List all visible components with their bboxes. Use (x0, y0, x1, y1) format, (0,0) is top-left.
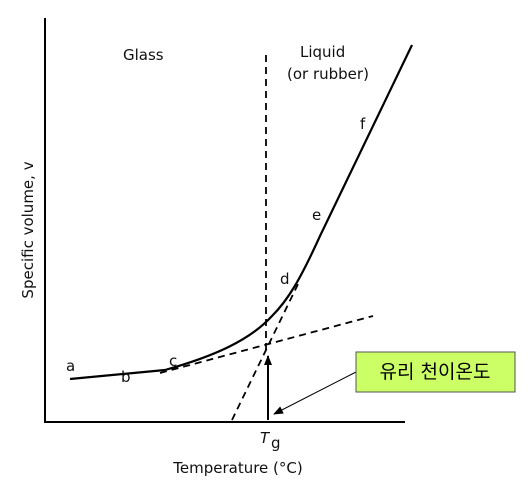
callout-arrow (273, 371, 357, 415)
liquid-label: Liquid (300, 43, 345, 61)
point-label: e (312, 206, 321, 224)
point-label: a (66, 357, 75, 375)
glass-label: Glass (123, 46, 164, 64)
glass-extrapolation (159, 315, 374, 374)
point-label: d (280, 270, 290, 288)
point-label: b (121, 368, 131, 386)
liquid-extrapolation (231, 279, 301, 421)
point-label: f (360, 115, 366, 133)
callout-text: 유리 천이온도 (380, 361, 491, 383)
y-axis-label: Specific volume, v (19, 161, 37, 298)
liquid-note: (or rubber) (287, 65, 369, 83)
point-label: c (169, 352, 177, 370)
x-axis-label: Temperature (°C) (172, 459, 302, 477)
tg-symbol: T (260, 429, 271, 447)
tg-subscript: g (271, 434, 281, 452)
callout-box (355, 351, 516, 393)
volume-curve (69, 44, 413, 381)
